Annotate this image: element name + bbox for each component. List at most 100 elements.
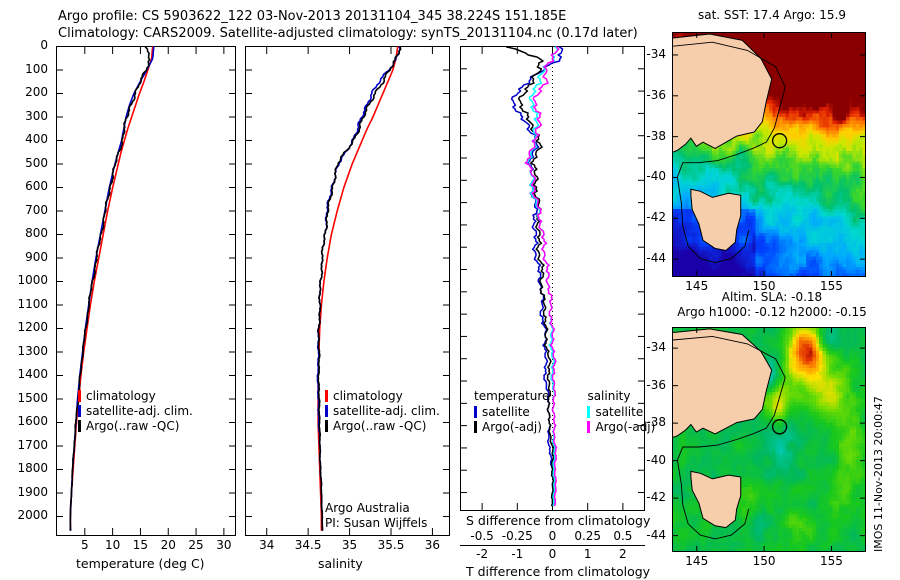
- figure-title-line1: Argo profile: CS 5903622_122 03-Nov-2013…: [58, 9, 567, 24]
- legend-swatch-satellite: [325, 404, 328, 417]
- tick-label: 0: [548, 529, 557, 543]
- difference-bottom-axis-line: [460, 545, 645, 546]
- tick-label: -0.5: [470, 529, 494, 543]
- tick-label: 145: [685, 279, 709, 293]
- tick-label: 150: [752, 554, 776, 568]
- sst-map-lat-labels: -34 -36 -38 -40 -42 -44: [636, 32, 670, 277]
- sst-map: [672, 32, 866, 277]
- legend-label: satellite-adj. clim.: [333, 403, 440, 418]
- tick-label: -40: [646, 452, 666, 467]
- difference-top-axis-label: S difference from climatology: [466, 513, 651, 528]
- sst-map-title: sat. SST: 17.4 Argo: 15.9: [697, 8, 847, 22]
- tick-label: 5: [80, 538, 89, 552]
- sla-map-lon-labels: 145 150 155: [672, 554, 866, 570]
- legend-label: Argo(..raw -QC): [86, 418, 180, 433]
- tick-label: -38: [646, 128, 666, 143]
- imos-credit: IMOS 11-Nov-2013 20:00:47: [872, 396, 885, 552]
- tick-label: 10: [104, 538, 121, 552]
- tick-label: 145: [685, 554, 709, 568]
- tick-label: 1300: [17, 343, 48, 358]
- tick-label: 34: [259, 538, 275, 552]
- tick-label: -1: [511, 547, 524, 561]
- tick-label: 155: [820, 554, 843, 568]
- panel-salinity: [245, 46, 450, 536]
- difference-top-tick-labels: -0.5 -0.25 0 0.25 0.5: [460, 529, 645, 544]
- tick-label: 15: [132, 538, 149, 552]
- temperature-legend: climatology satellite-adj. clim. Argo(..…: [78, 388, 193, 433]
- tick-label: -36: [646, 87, 666, 102]
- tick-label: 155: [820, 279, 843, 293]
- sla-map-title-line1: Altim. SLA: -0.18: [721, 290, 823, 304]
- legend-swatch-s-satellite: [587, 405, 591, 418]
- legend-swatch-climatology: [78, 389, 81, 402]
- tick-label: 1600: [17, 414, 48, 428]
- attribution-line1: Argo Australia: [325, 501, 410, 515]
- tick-label: 150: [752, 279, 776, 293]
- difference-bottom-tick-labels: -2 -1 0 1 2: [460, 547, 645, 562]
- tick-label: -44: [646, 251, 666, 266]
- legend-label: Argo(..raw -QC): [333, 418, 427, 433]
- tick-label: 300: [25, 108, 48, 123]
- legend-label: climatology: [86, 388, 156, 403]
- tick-label: -0.25: [501, 529, 533, 543]
- tick-label: 1700: [17, 437, 48, 452]
- sla-map-title-line2: Argo h1000: -0.12 h2000: -0.15: [677, 305, 867, 319]
- tick-label: 400: [25, 132, 48, 146]
- legend-label: climatology: [333, 388, 403, 403]
- tick-label: 900: [25, 249, 48, 264]
- tick-label: 20: [160, 538, 176, 552]
- legend-label: satellite-adj. clim.: [86, 403, 193, 418]
- temperature-plot: [56, 46, 236, 536]
- temperature-xtick-labels: 5 10 15 20 25 30: [56, 538, 236, 554]
- tick-label: 25: [188, 538, 204, 552]
- legend-label: satellite: [595, 404, 644, 419]
- legend-item: climatology: [325, 388, 440, 403]
- tick-label: 1800: [17, 461, 48, 476]
- tick-label: 34.5: [294, 538, 322, 552]
- panel-temperature: [56, 46, 236, 536]
- tick-label: -44: [646, 527, 666, 542]
- tick-label: 1200: [17, 320, 48, 334]
- legend-item: Argo(-adj): [587, 419, 655, 434]
- tick-label: -40: [646, 169, 666, 184]
- legend-label: Argo(-adj): [595, 419, 656, 434]
- sla-map: [672, 327, 866, 552]
- legend-swatch-satellite: [78, 404, 81, 417]
- legend-item: climatology: [78, 388, 193, 403]
- tick-label: 700: [25, 202, 48, 217]
- difference-bottom-axis-label: T difference from climatology: [466, 564, 651, 579]
- tick-label: -34: [646, 340, 666, 355]
- legend-item: satellite-adj. clim.: [78, 403, 193, 418]
- legend-swatch-climatology: [325, 389, 328, 402]
- tick-label: 35: [341, 538, 358, 552]
- legend-group-salinity: salinity satellite Argo(-adj): [587, 389, 655, 434]
- tick-label: 100: [25, 61, 48, 76]
- tick-label: 0.25: [574, 529, 602, 543]
- sst-map-canvas: [672, 32, 866, 277]
- salinity-axis-label: salinity: [318, 556, 363, 571]
- tick-label: -42: [646, 210, 666, 225]
- tick-label: 0: [40, 38, 48, 52]
- legend-heading: temperature: [474, 389, 550, 403]
- salinity-xtick-labels: 34 34.5 35 35.5 36: [245, 538, 450, 554]
- legend-item: satellite: [587, 404, 655, 419]
- legend-swatch-s-argo: [587, 420, 591, 433]
- difference-plot: [460, 46, 645, 511]
- tick-label: 1100: [17, 296, 48, 311]
- tick-label: 36: [424, 538, 441, 552]
- tick-label: 500: [25, 155, 48, 170]
- tick-label: -34: [646, 46, 666, 61]
- legend-group-temperature: temperature satellite Argo(-adj): [474, 389, 549, 434]
- difference-legend: temperature satellite Argo(-adj) salinit…: [474, 389, 655, 434]
- legend-label: Argo(-adj): [482, 419, 542, 434]
- legend-heading: salinity: [587, 389, 631, 403]
- legend-swatch-t-argo: [474, 420, 477, 433]
- sla-map-lat-labels: -34 -36 -38 -40 -42 -44: [636, 327, 670, 552]
- tick-label: -2: [476, 547, 489, 561]
- tick-label: -36: [646, 377, 666, 392]
- tick-label: -38: [646, 415, 666, 430]
- legend-label: satellite: [482, 404, 530, 419]
- sst-map-lon-labels: 145 150 155: [672, 279, 866, 295]
- temperature-axis-label: temperature (deg C): [76, 556, 205, 571]
